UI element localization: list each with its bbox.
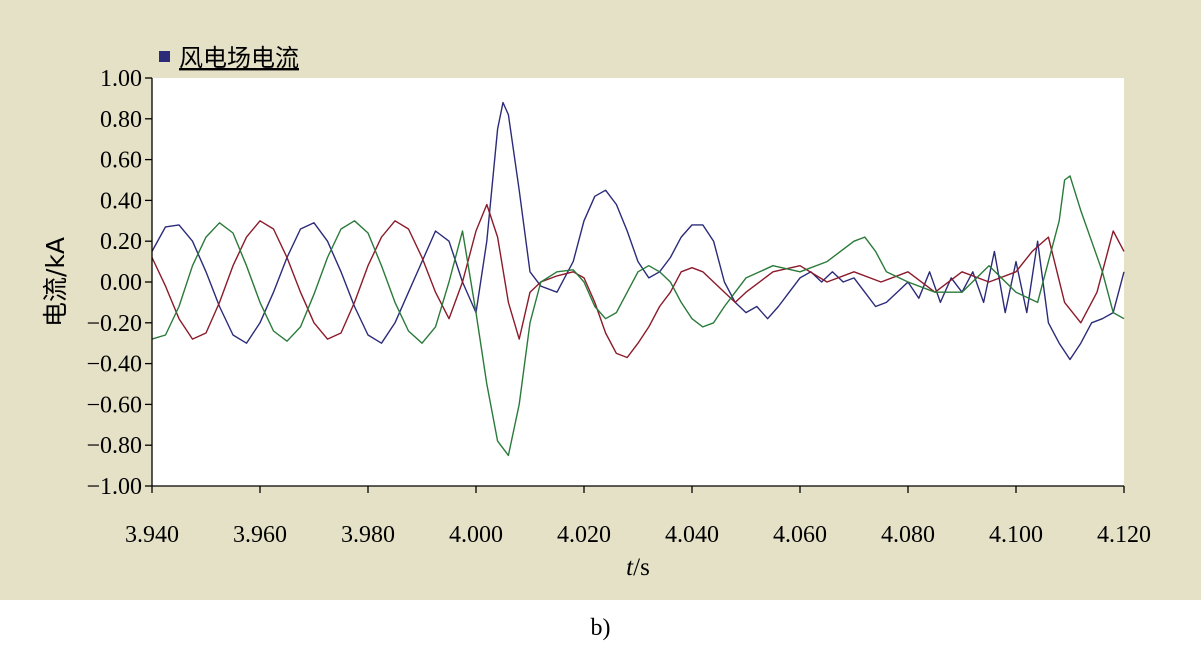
y-tick-label: −1.00 bbox=[86, 474, 142, 500]
x-tick-label: 4.060 bbox=[773, 522, 827, 548]
current-line-chart: 3.940 3.960 3.980 4.000 4.020 4.040 4.060 4.080… bbox=[41, 44, 1151, 581]
x-tick-label: 4.080 bbox=[881, 522, 935, 548]
series-line-3 bbox=[151, 175, 1125, 457]
x-tick-label: 4.100 bbox=[989, 522, 1043, 548]
series-line-1 bbox=[151, 101, 1125, 361]
plot-area bbox=[152, 78, 1124, 486]
y-tick-label: 0.20 bbox=[100, 229, 142, 255]
legend-label: 风电场电流 bbox=[179, 44, 299, 72]
y-tick-label: −0.80 bbox=[86, 433, 142, 459]
y-tick-label: −0.60 bbox=[86, 392, 142, 418]
y-axis-label: 电流/kA bbox=[41, 237, 70, 327]
x-tick-label: 3.940 bbox=[125, 522, 179, 548]
legend-marker bbox=[159, 51, 170, 62]
x-tick-label: 4.120 bbox=[1097, 522, 1151, 548]
y-tick-label: 0.80 bbox=[100, 107, 142, 133]
x-tick-label: 3.960 bbox=[233, 522, 287, 548]
y-tick-label: 1.00 bbox=[100, 66, 142, 92]
x-tick-label: 4.040 bbox=[665, 522, 719, 548]
x-axis-label: t/s bbox=[626, 554, 650, 581]
y-tick-label: −0.40 bbox=[86, 352, 142, 378]
x-axis-label-unit: /s bbox=[633, 554, 650, 581]
y-tick-label: 0.60 bbox=[100, 148, 142, 174]
y-tick-label: 0.40 bbox=[100, 188, 142, 214]
y-tick-label: 0.00 bbox=[100, 270, 142, 296]
x-tick-label: 3.980 bbox=[341, 522, 395, 548]
y-tick-label: −0.20 bbox=[86, 311, 142, 337]
figure-caption: b) bbox=[590, 615, 611, 641]
x-tick-label: 4.000 bbox=[449, 522, 503, 548]
x-tick-label: 4.020 bbox=[557, 522, 611, 548]
x-axis-label-variable: t bbox=[626, 554, 634, 581]
